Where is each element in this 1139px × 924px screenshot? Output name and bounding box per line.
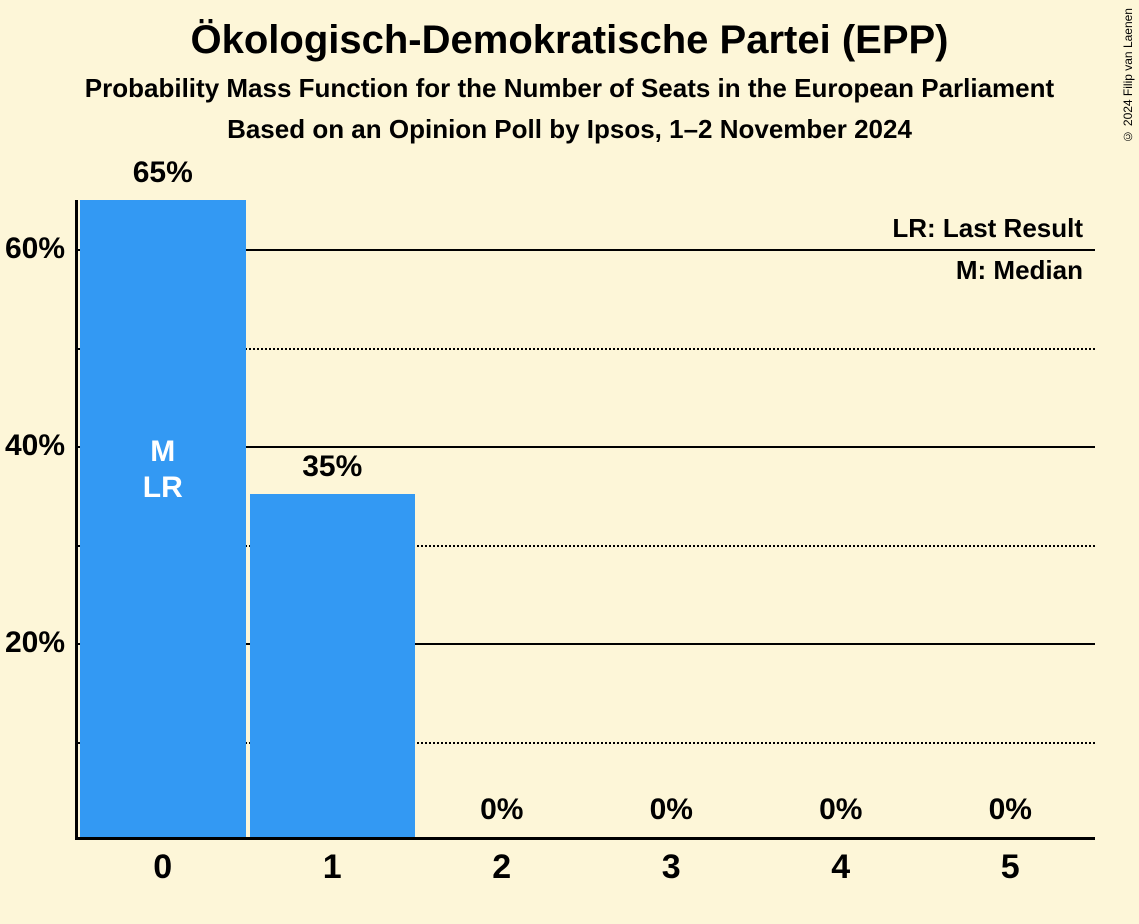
bar-inside-line: LR bbox=[78, 470, 248, 506]
bar-inside-label-0: MLR bbox=[78, 434, 248, 506]
bar-inside-line: M bbox=[78, 434, 248, 470]
bar-value-0: 65% bbox=[78, 156, 248, 190]
bar-value-2: 0% bbox=[417, 793, 587, 827]
x-tick-2: 2 bbox=[417, 848, 587, 887]
copyright-text: © 2024 Filip van Laenen bbox=[1121, 8, 1135, 143]
y-tick-20: 20% bbox=[0, 626, 65, 660]
bar-value-3: 0% bbox=[587, 793, 757, 827]
y-tick-60: 60% bbox=[0, 232, 65, 266]
x-tick-4: 4 bbox=[756, 848, 926, 887]
x-tick-3: 3 bbox=[587, 848, 757, 887]
chart-title: Ökologisch-Demokratische Partei (EPP) bbox=[0, 18, 1139, 63]
plot-region: LR: Last Result M: Median MLR65%35%0%0%0… bbox=[75, 200, 1095, 840]
bar-0 bbox=[80, 200, 246, 837]
chart-subtitle-2: Based on an Opinion Poll by Ipsos, 1–2 N… bbox=[0, 114, 1139, 145]
chart-area: LR: Last Result M: Median MLR65%35%0%0%0… bbox=[75, 200, 1095, 840]
bars-container: MLR65%35%0%0%0%0% bbox=[78, 200, 1095, 837]
bar-value-5: 0% bbox=[926, 793, 1096, 827]
bar-1 bbox=[250, 494, 416, 837]
y-tick-40: 40% bbox=[0, 429, 65, 463]
x-axis bbox=[75, 837, 1095, 840]
x-tick-1: 1 bbox=[248, 848, 418, 887]
x-tick-0: 0 bbox=[78, 848, 248, 887]
bar-value-1: 35% bbox=[248, 450, 418, 484]
bar-value-4: 0% bbox=[756, 793, 926, 827]
chart-subtitle-1: Probability Mass Function for the Number… bbox=[0, 73, 1139, 104]
x-tick-5: 5 bbox=[926, 848, 1096, 887]
